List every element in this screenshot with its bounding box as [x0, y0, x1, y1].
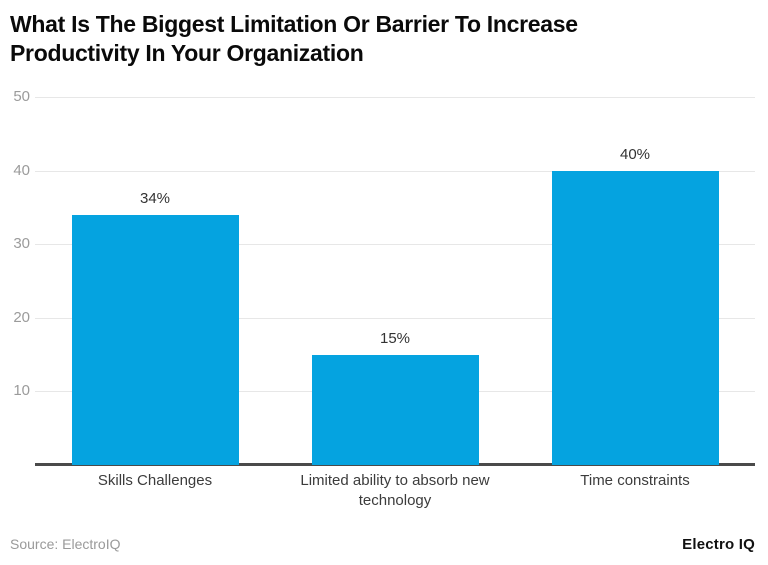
gridline	[35, 244, 755, 246]
chart-footer: Source: ElectroIQ Electro IQ	[10, 536, 755, 553]
x-category-label: Limited ability to absorb new technology	[300, 472, 490, 510]
y-tick-label: 40	[13, 161, 30, 179]
bar	[551, 170, 719, 465]
brand-logo: Electro IQ	[682, 536, 755, 553]
y-tick-label: 10	[13, 382, 30, 400]
chart-title-line-2: Productivity In Your Organization	[10, 39, 364, 66]
gridline	[35, 97, 755, 98]
y-tick-label: 50	[13, 88, 30, 105]
y-tick-label: 30	[13, 235, 30, 253]
x-axis-category-labels: Skills Challenges Limited ability to abso…	[35, 471, 755, 517]
bar	[71, 214, 239, 465]
bar-value-label: 15%	[379, 329, 411, 347]
bar	[311, 354, 479, 465]
source-text: Source: ElectroIQ	[10, 536, 121, 552]
x-category-label: Time constraints	[580, 472, 690, 489]
chart-title-line-1: What Is The Biggest Limitation Or Barrie…	[10, 11, 578, 37]
chart-title: What Is The Biggest Limitation Or Barrie…	[10, 10, 730, 68]
gridline	[35, 170, 755, 172]
y-tick-label: 20	[13, 308, 30, 326]
bar-value-label: 34%	[139, 189, 171, 207]
gridline	[35, 317, 755, 319]
bar-value-label: 40%	[619, 145, 651, 163]
x-category-label: Skills Challenges	[97, 472, 213, 489]
plot-area: 34% 15% 40%	[35, 97, 755, 466]
